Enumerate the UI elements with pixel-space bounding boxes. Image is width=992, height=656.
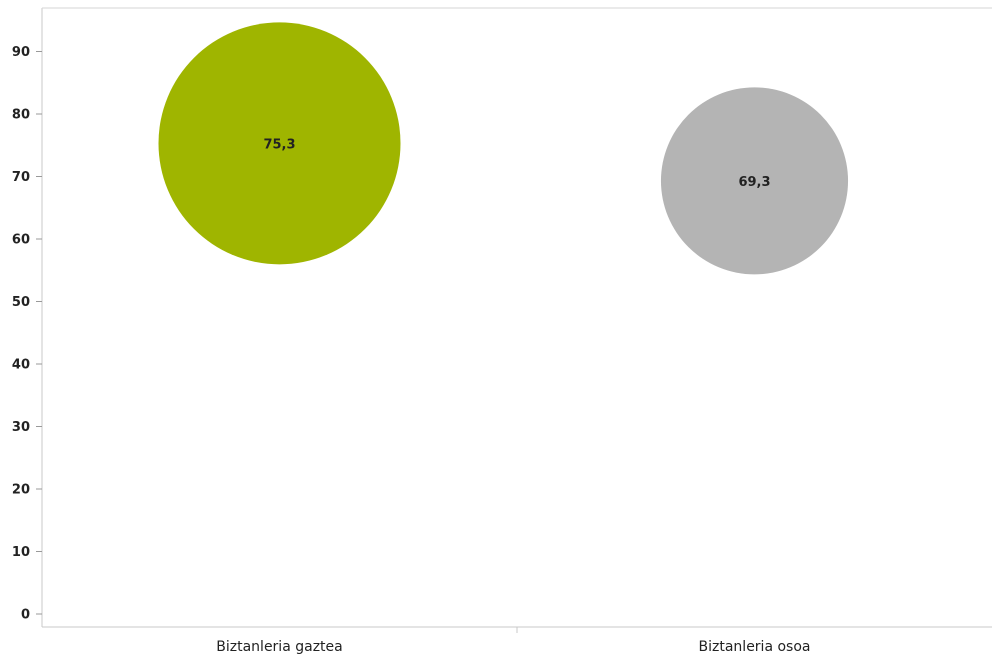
x-category-label: Biztanleria gaztea bbox=[216, 639, 342, 655]
y-tick-label: 40 bbox=[12, 358, 30, 373]
x-axis-ticks: Biztanleria gaztea Biztanleria osoa bbox=[216, 627, 810, 655]
y-tick-label: 70 bbox=[12, 170, 30, 185]
y-axis-ticks: 0 10 20 30 40 50 60 70 80 90 bbox=[12, 45, 42, 623]
bubble bbox=[660, 87, 849, 275]
x-category-label: Biztanleria osoa bbox=[699, 639, 811, 655]
y-tick-label: 90 bbox=[12, 45, 30, 60]
y-tick-label: 30 bbox=[12, 420, 30, 435]
y-tick-label: 20 bbox=[12, 483, 30, 498]
bubbles: 75,3 69,3 bbox=[158, 22, 849, 275]
y-tick-label: 0 bbox=[21, 608, 30, 623]
y-tick-label: 60 bbox=[12, 233, 30, 248]
bubble-value-label: 69,3 bbox=[738, 175, 770, 190]
bubble bbox=[158, 22, 401, 265]
y-tick-label: 10 bbox=[12, 545, 30, 560]
y-tick-label: 80 bbox=[12, 108, 30, 123]
y-tick-label: 50 bbox=[12, 295, 30, 310]
bubble-value-label: 75,3 bbox=[263, 137, 295, 152]
